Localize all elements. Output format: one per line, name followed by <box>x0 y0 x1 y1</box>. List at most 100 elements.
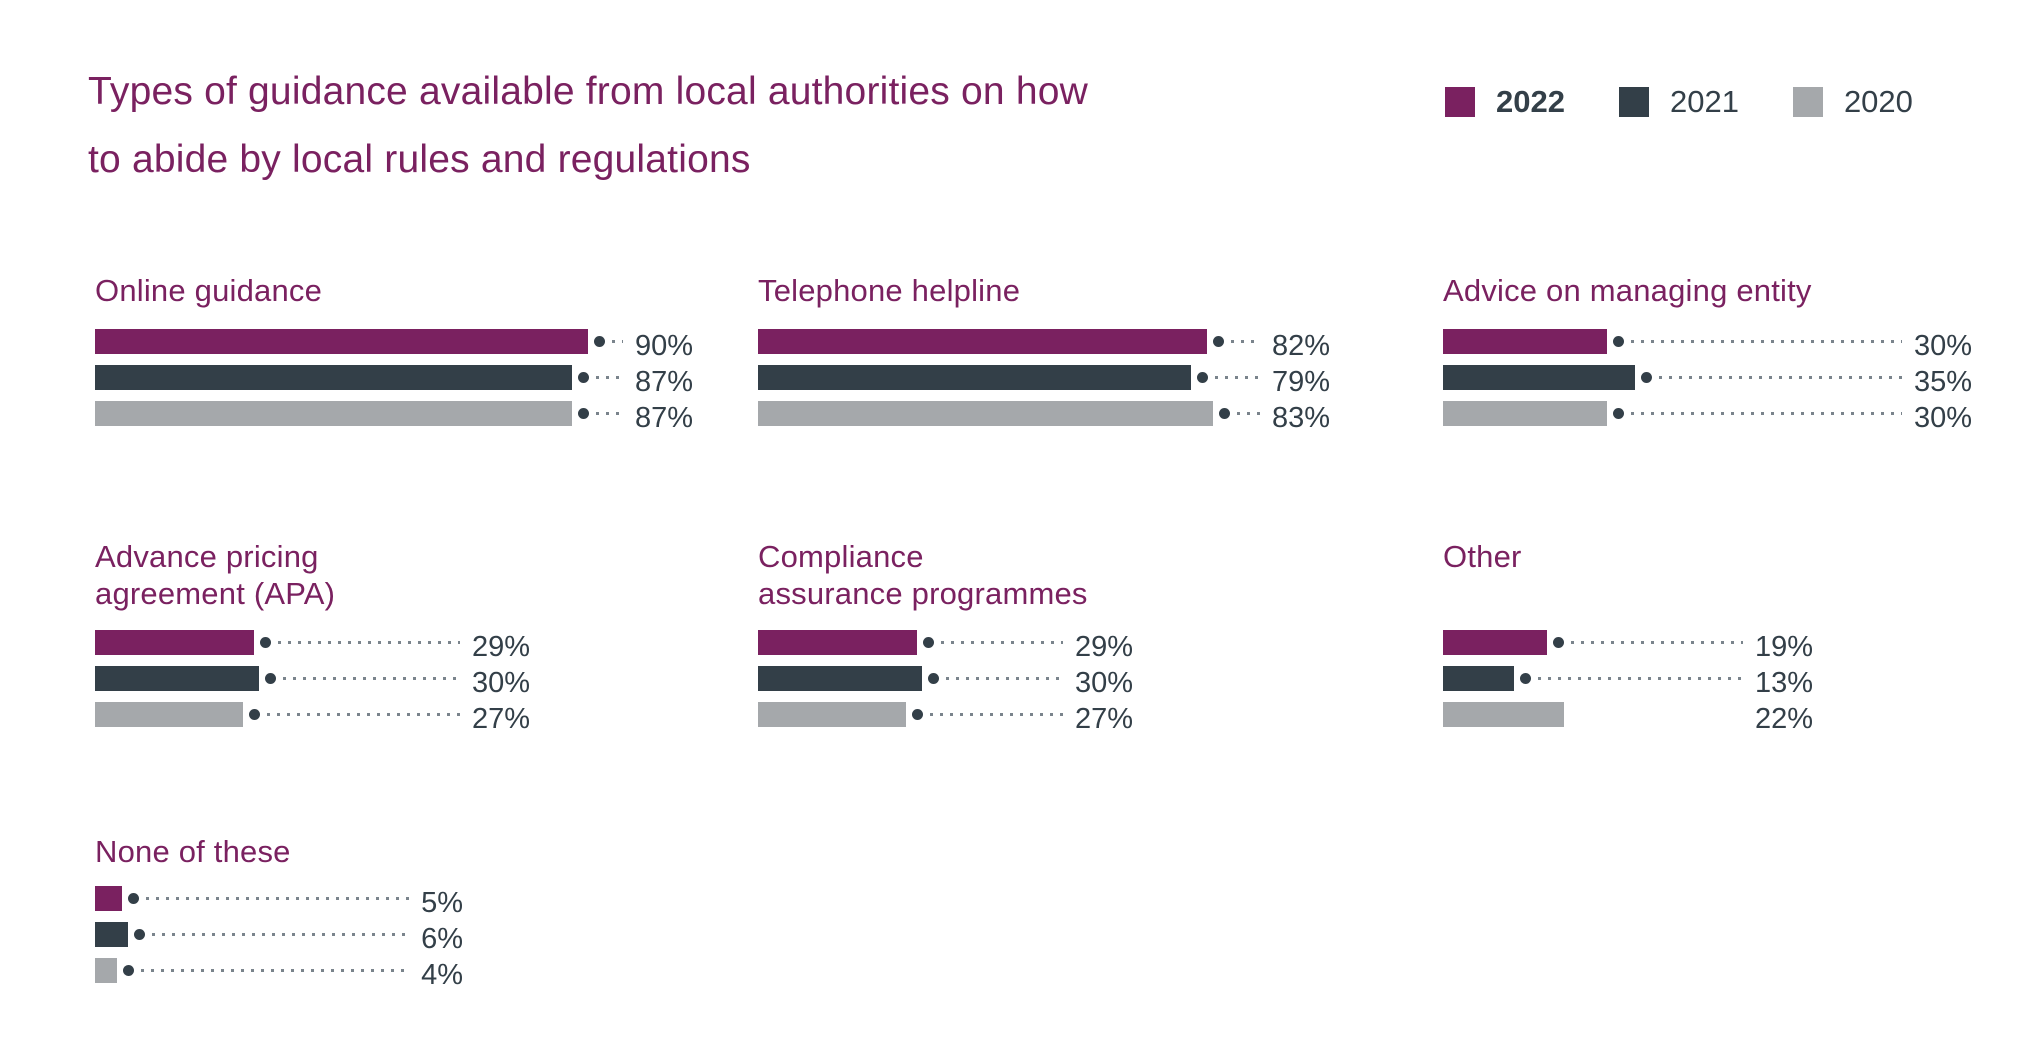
value-label: 90% <box>634 330 693 362</box>
legend-item-2020: 2020 <box>1792 84 1913 120</box>
group-title-line: agreement (APA) <box>95 576 336 611</box>
leader-line <box>1231 340 1260 343</box>
leader-line <box>140 969 410 972</box>
bar-end-dot <box>1196 372 1208 383</box>
bar <box>1443 630 1548 655</box>
group-title-line: Telephone helpline <box>758 273 1021 308</box>
bar-row-2021: 13% <box>1443 666 1813 699</box>
bar <box>95 329 589 354</box>
bar-row-2021: 79% <box>758 365 1330 398</box>
value-label: 29% <box>471 631 530 663</box>
leader-line <box>940 641 1063 644</box>
bar <box>758 365 1191 390</box>
bar-end-dot <box>922 637 934 648</box>
group-title: Advice on managing entity <box>1443 272 1972 329</box>
group-title-line: Advance pricing <box>95 539 319 574</box>
value-label: 4% <box>421 959 463 991</box>
leader-line <box>1236 412 1260 415</box>
leader-line <box>929 713 1063 716</box>
bar-end-dot <box>128 893 140 904</box>
bar-end-dot <box>122 965 134 976</box>
bar-row-2020: 83% <box>758 401 1330 434</box>
group-title-line: Online guidance <box>95 273 323 308</box>
legend-swatch-icon <box>1792 87 1823 117</box>
bar-end-dot <box>577 408 589 419</box>
group-title-line: Advice on managing entity <box>1443 273 1812 308</box>
bar <box>95 630 254 655</box>
leader-line <box>146 897 410 900</box>
value-label: 30% <box>1913 330 1972 362</box>
bar <box>758 630 917 655</box>
leader-line <box>1538 677 1743 680</box>
value-label: 87% <box>634 402 693 434</box>
bar-end-dot <box>265 673 277 684</box>
leader-line <box>266 713 460 716</box>
group-title-line: assurance programmes <box>758 576 1088 611</box>
value-label: 35% <box>1913 366 1972 398</box>
bar-row-2021: 30% <box>758 666 1133 699</box>
bar <box>1443 365 1635 390</box>
bar-row-2020: 27% <box>758 702 1133 735</box>
bar-end-dot <box>1218 408 1230 419</box>
legend-swatch-icon <box>1618 87 1649 117</box>
leader-line <box>283 677 460 680</box>
bar-row-2021: 30% <box>95 666 530 699</box>
bar-group: Advance pricing agreement (APA) 29% 30% 27% <box>95 538 530 738</box>
bar-end-dot <box>133 929 145 940</box>
bar <box>1443 401 1608 426</box>
bar-group: Online guidance 90% 87% 87% <box>95 272 693 437</box>
legend-item-2021: 2021 <box>1618 84 1739 120</box>
bar-end-dot <box>1520 673 1532 684</box>
legend-swatch-icon <box>1445 87 1475 117</box>
value-label: 83% <box>1271 402 1330 434</box>
value-label: 19% <box>1754 631 1813 663</box>
legend-label: 2022 <box>1496 84 1565 119</box>
bar-row-2020: 27% <box>95 702 530 735</box>
value-label: 30% <box>1913 402 1972 434</box>
leader-line <box>595 376 623 379</box>
leader-line <box>277 641 460 644</box>
bar-row-2020: 30% <box>1443 401 1972 434</box>
legend: 2022 2021 2020 <box>1445 84 1913 120</box>
leader-line <box>946 677 1063 680</box>
group-title-line: None of these <box>95 834 291 869</box>
bar <box>1443 666 1515 691</box>
value-label: 82% <box>1271 330 1330 362</box>
bar-end-dot <box>911 709 923 720</box>
bar <box>95 702 243 727</box>
group-title: None of these <box>95 833 463 886</box>
bar-end-dot <box>928 673 940 684</box>
legend-label: 2020 <box>1843 84 1913 119</box>
bar-row-2022: 82% <box>758 329 1330 362</box>
bar-group: Compliance assurance programmes 29% 30% 27% <box>758 538 1133 738</box>
value-label: 29% <box>1074 631 1133 663</box>
bar-row-2021: 6% <box>95 922 463 955</box>
value-label: 30% <box>1074 667 1133 699</box>
value-label: 13% <box>1754 667 1813 699</box>
value-label: 27% <box>471 703 530 735</box>
bar-row-2022: 29% <box>95 630 530 663</box>
bar-end-dot <box>259 637 271 648</box>
bar-row-2020: 4% <box>95 958 463 991</box>
value-label: 30% <box>471 667 530 699</box>
bar-end-dot <box>577 372 589 383</box>
bar-end-dot <box>1213 336 1225 347</box>
leader-line <box>1631 340 1902 343</box>
group-title: Other <box>1443 538 1813 630</box>
legend-label: 2021 <box>1669 84 1739 119</box>
bar-end-dot <box>1553 637 1565 648</box>
value-label: 6% <box>421 923 463 955</box>
bar-row-2022: 19% <box>1443 630 1813 663</box>
bar <box>95 922 128 947</box>
bar <box>1443 329 1608 354</box>
bar <box>95 365 572 390</box>
leader-line <box>1658 376 1902 379</box>
bar <box>95 666 260 691</box>
value-label: 79% <box>1271 366 1330 398</box>
legend-item-2022: 2022 <box>1445 84 1565 120</box>
bar-end-dot <box>594 336 606 347</box>
bar-end-dot <box>1640 372 1652 383</box>
value-label: 87% <box>634 366 693 398</box>
bar-group: Other 19% 13% 22% <box>1443 538 1813 738</box>
